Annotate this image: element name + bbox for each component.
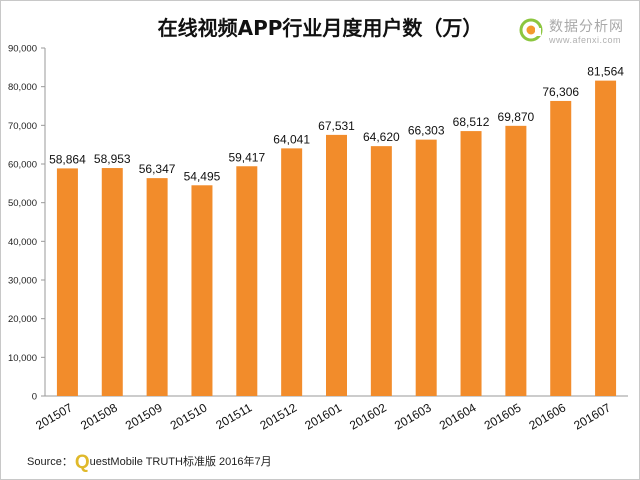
bar [281, 148, 303, 396]
data-label: 56,347 [139, 162, 176, 176]
data-label: 68,512 [453, 115, 490, 129]
x-tick-label: 201607 [571, 400, 613, 432]
bar [370, 146, 392, 396]
bar [101, 168, 123, 396]
y-tick-label: 90,000 [8, 44, 37, 55]
x-tick-label: 201509 [123, 400, 165, 432]
x-axis-tick-labels: 201507 201508 201509 201510 201511 201512 2016… [33, 400, 613, 432]
logo-at-icon [519, 18, 543, 42]
y-tick-label: 30,000 [8, 276, 37, 287]
bar [191, 185, 213, 396]
y-axis-tick-labels: 0 10,000 20,000 30,000 40,000 50,000 60,000 70,… [8, 44, 37, 403]
bar [236, 166, 258, 396]
chart-title: 在线视频APP行业月度用户数（万） [157, 16, 483, 40]
data-label: 58,953 [94, 152, 131, 166]
data-label: 59,417 [228, 150, 265, 164]
y-tick-label: 50,000 [8, 198, 37, 209]
bar [415, 139, 437, 396]
data-labels: 58,864 58,953 56,347 54,495 59,417 64,041 67,5… [49, 65, 624, 184]
x-tick-label: 201604 [437, 400, 479, 432]
source-text: uestMobile TRUTH标准版 2016年7月 [89, 456, 272, 468]
x-tick-label: 201602 [347, 400, 389, 432]
data-label: 69,870 [498, 110, 535, 124]
x-tick-label: 201510 [168, 400, 210, 432]
y-tick-label: 70,000 [8, 121, 37, 132]
x-tick-label: 201507 [33, 400, 75, 432]
x-tick-label: 201606 [527, 400, 569, 432]
bar [550, 100, 572, 396]
data-label: 66,303 [408, 124, 445, 138]
y-tick-label: 40,000 [8, 237, 37, 248]
data-label: 64,041 [273, 132, 310, 146]
site-logo[interactable]: 数据分析网 www.afenxi.com [515, 14, 640, 54]
source-q-logo: Q [74, 452, 90, 473]
bar [56, 168, 78, 396]
y-tick-label: 20,000 [8, 314, 37, 325]
source-note: Source： QuestMobile TRUTH标准版 2016年7月 [27, 452, 272, 474]
source-prefix: Source： [27, 456, 73, 468]
bar [505, 125, 527, 396]
data-label: 67,531 [318, 119, 355, 133]
x-tick-label: 201508 [78, 400, 120, 432]
x-tick-label: 201512 [257, 400, 299, 432]
bar [460, 131, 482, 397]
data-label: 58,864 [49, 152, 86, 166]
logo-brand-text: 数据分析网 [549, 19, 624, 35]
y-tick-label: 80,000 [8, 82, 37, 93]
bar-series [56, 80, 617, 397]
y-tick-label: 0 [32, 392, 37, 403]
y-tick-label: 10,000 [8, 353, 37, 364]
logo-site-text: www.afenxi.com [549, 35, 622, 45]
x-tick-label: 201603 [392, 400, 434, 432]
x-tick-label: 201601 [302, 400, 344, 432]
data-label: 54,495 [184, 169, 221, 183]
data-label: 64,620 [363, 130, 400, 144]
x-tick-label: 201605 [482, 400, 524, 432]
data-label: 76,306 [542, 85, 579, 99]
bar [326, 134, 347, 396]
x-tick-label: 201511 [213, 400, 254, 432]
data-label: 81,564 [587, 65, 624, 79]
bar [146, 178, 168, 396]
y-tick-label: 60,000 [8, 160, 37, 171]
bar [595, 80, 617, 396]
